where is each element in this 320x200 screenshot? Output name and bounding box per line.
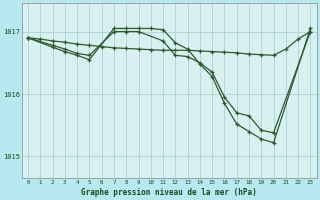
X-axis label: Graphe pression niveau de la mer (hPa): Graphe pression niveau de la mer (hPa) (81, 188, 257, 197)
